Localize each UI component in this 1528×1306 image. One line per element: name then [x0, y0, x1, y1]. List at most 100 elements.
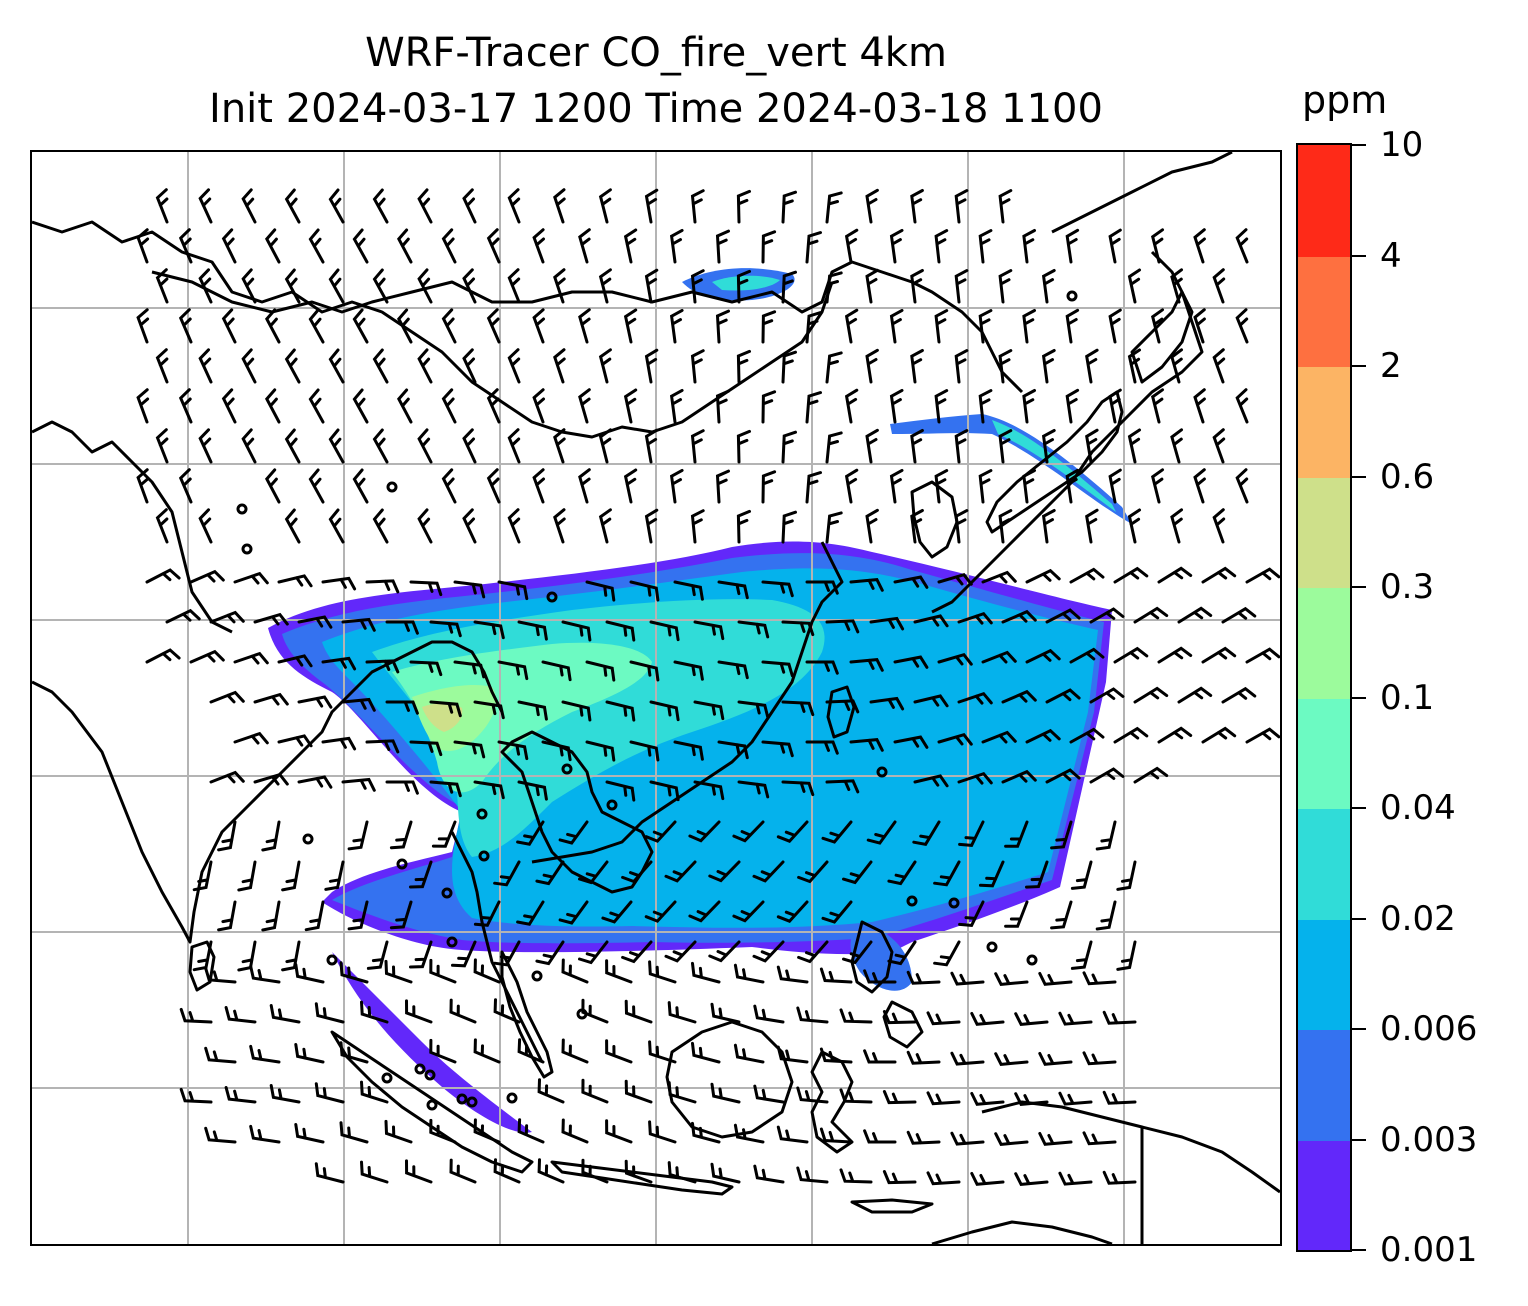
calm-wind-marker	[476, 808, 488, 820]
calm-wind-marker	[531, 970, 543, 982]
wind-barb	[805, 660, 839, 675]
wind-barb	[198, 508, 213, 544]
wind-barb	[821, 900, 853, 924]
wind-barb	[429, 1038, 457, 1064]
wind-barb	[385, 780, 419, 795]
wind-barb	[497, 740, 529, 761]
coastline-russia-pacific	[931, 152, 1233, 614]
wind-barb	[553, 428, 566, 464]
wind-barb	[1245, 727, 1280, 744]
wind-barb	[957, 611, 993, 625]
wind-barb	[253, 692, 289, 706]
wind-barb	[1089, 607, 1125, 624]
wind-barb	[690, 189, 705, 224]
wind-barb	[934, 469, 949, 504]
wind-barb	[417, 508, 433, 544]
wind-barb	[950, 1131, 985, 1146]
colorbar-tick-label: 0.006	[1380, 1009, 1478, 1049]
coastline-india	[32, 640, 504, 944]
wind-barb	[1170, 428, 1183, 464]
wind-barb	[328, 428, 345, 464]
wind-barb	[517, 620, 548, 641]
wind-barb	[732, 820, 765, 843]
wind-barb	[736, 509, 751, 544]
wind-barb	[561, 1118, 589, 1144]
wind-barb	[493, 940, 521, 967]
wind-barb	[819, 1127, 853, 1144]
wind-barb	[365, 659, 400, 674]
wind-barb	[578, 468, 591, 504]
wind-barb	[598, 508, 612, 544]
wind-barb	[717, 660, 749, 680]
wind-barb	[1089, 687, 1125, 704]
wind-barb	[1085, 348, 1099, 384]
wind-barb	[805, 471, 822, 504]
wind-barb	[752, 940, 785, 963]
wind-barb	[264, 388, 281, 424]
wind-barb	[1127, 508, 1141, 544]
colorbar-tick-label: 0.003	[1380, 1119, 1478, 1160]
wind-barb	[624, 1079, 653, 1104]
wind-barb	[865, 348, 879, 384]
wind-barb	[155, 268, 169, 304]
wind-barb	[1245, 567, 1280, 584]
wind-barb	[937, 652, 973, 666]
wind-barb	[253, 612, 289, 626]
wind-barb	[623, 308, 638, 344]
wind-barb	[417, 188, 433, 224]
wind-barb	[839, 1088, 873, 1104]
wind-barb	[1150, 308, 1164, 344]
wind-barb	[623, 228, 638, 264]
wind-barb	[558, 820, 589, 845]
coastline-philippines	[850, 920, 924, 1049]
wind-barb	[954, 429, 969, 464]
wind-barb	[693, 700, 725, 721]
wind-barb	[136, 308, 150, 344]
wind-barb	[994, 1132, 1029, 1146]
wind-barb	[535, 860, 565, 886]
wind-barb	[1025, 860, 1049, 889]
wind-barb	[578, 860, 609, 885]
colorbar-tick	[1352, 475, 1366, 478]
wind-barb	[1212, 348, 1226, 384]
wind-barb	[409, 740, 443, 757]
coastline-borneo	[665, 1020, 794, 1139]
wind-barb	[1050, 820, 1073, 850]
wind-barb	[321, 736, 357, 751]
wind-barb	[644, 900, 677, 923]
wind-barb	[761, 580, 794, 598]
wind-barb	[473, 700, 505, 720]
wind-barb	[409, 660, 443, 677]
wind-barb	[598, 348, 612, 384]
calm-wind-marker	[424, 1069, 436, 1081]
wind-barb	[532, 388, 545, 424]
map-title-line1: WRF-Tracer CO_fire_vert 4km	[365, 30, 947, 76]
wind-barb	[737, 620, 770, 639]
wind-barb	[715, 229, 730, 264]
wind-barb	[1108, 308, 1122, 344]
wind-barb	[1170, 508, 1183, 544]
wind-barb	[906, 970, 941, 985]
wind-barb	[284, 268, 301, 304]
wind-barb	[328, 268, 345, 304]
wind-barb	[753, 1084, 785, 1104]
wind-barb	[532, 308, 545, 344]
colorbar-segment	[1298, 255, 1350, 367]
wind-barb	[347, 820, 369, 851]
wind-barb	[906, 1050, 941, 1065]
coastline-arabia	[32, 420, 233, 634]
wind-barb	[998, 189, 1013, 224]
wind-barb	[558, 900, 589, 925]
wind-barb	[473, 900, 501, 927]
wind-barb	[1116, 940, 1137, 971]
colorbar-tick-label: 0.001	[1380, 1230, 1478, 1270]
wind-barb	[237, 940, 257, 972]
colorbar-tick-label: 4	[1380, 235, 1402, 276]
wind-barb	[761, 660, 794, 678]
wind-barb	[970, 1172, 1005, 1186]
wind-barb	[958, 900, 985, 927]
wind-barb	[405, 999, 433, 1024]
wind-barb	[688, 900, 721, 923]
wind-barb	[644, 268, 659, 304]
wind-barb	[497, 660, 529, 681]
